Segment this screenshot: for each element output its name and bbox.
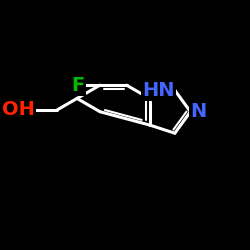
Text: HN: HN [142, 81, 175, 100]
Text: OH: OH [2, 100, 35, 119]
Text: F: F [71, 76, 84, 95]
Text: N: N [190, 102, 207, 121]
